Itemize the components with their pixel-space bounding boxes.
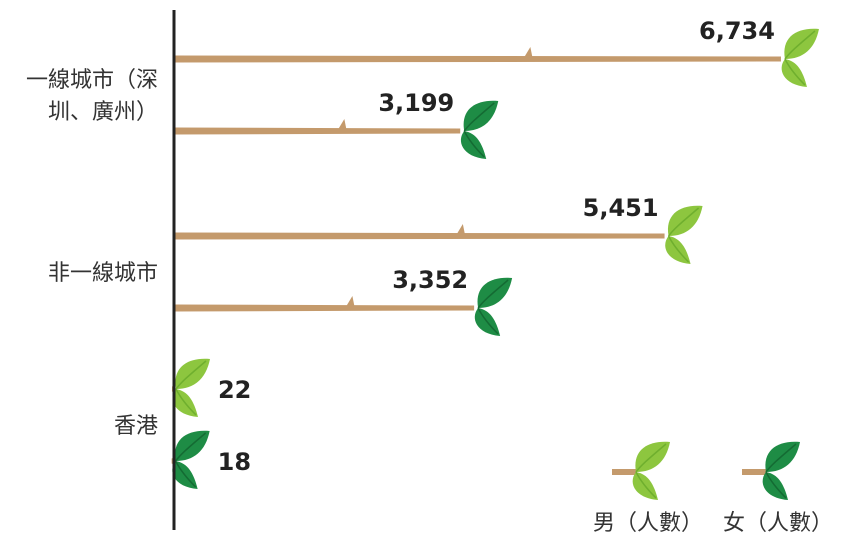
value-label: 3,352 [392, 266, 468, 294]
legend-branch [742, 469, 766, 475]
leaf-icon [632, 441, 670, 500]
twig [338, 119, 347, 129]
leaf-icon [781, 28, 819, 87]
value-label: 6,734 [699, 17, 775, 45]
value-label: 18 [218, 448, 251, 476]
branch [174, 55, 781, 63]
twig [456, 224, 465, 234]
bar-male-1: 5,451 [174, 194, 703, 264]
category-label: 非一線城市 [48, 261, 158, 286]
leaf-icon [474, 277, 513, 336]
twig [524, 47, 533, 57]
value-label: 22 [218, 376, 251, 404]
legend-item-male: 男（人數） [593, 441, 703, 536]
leaf-icon [172, 358, 210, 417]
legend-item-female: 女（人數） [723, 441, 833, 536]
legend-branch [612, 469, 636, 475]
leaf-icon [762, 441, 800, 500]
legend: 男（人數） 女（人數） [593, 441, 833, 536]
leaf-icon [172, 430, 210, 489]
branch [174, 304, 475, 312]
category-label: 一線城市（深 [26, 68, 158, 93]
leaf-icon [460, 100, 499, 159]
category-label: 圳、廣州） [48, 100, 158, 125]
category-label: 香港 [114, 414, 158, 439]
bar-male-0: 6,734 [174, 17, 819, 87]
bar-male-2: 22 [171, 358, 251, 417]
twig [346, 296, 355, 306]
value-label: 5,451 [583, 194, 659, 222]
bar-female-1: 3,352 [174, 266, 513, 336]
legend-label: 男（人數） [593, 511, 703, 536]
value-label: 3,199 [378, 89, 454, 117]
bars-group: 6,734 3,199 5,451 3,352 22 18 [171, 17, 819, 489]
legend-label: 女（人數） [723, 511, 833, 536]
branch [174, 232, 665, 240]
branch [174, 127, 461, 135]
bar-female-2: 18 [171, 430, 251, 489]
bar-female-0: 3,199 [174, 89, 499, 159]
leaf-icon [665, 205, 703, 264]
